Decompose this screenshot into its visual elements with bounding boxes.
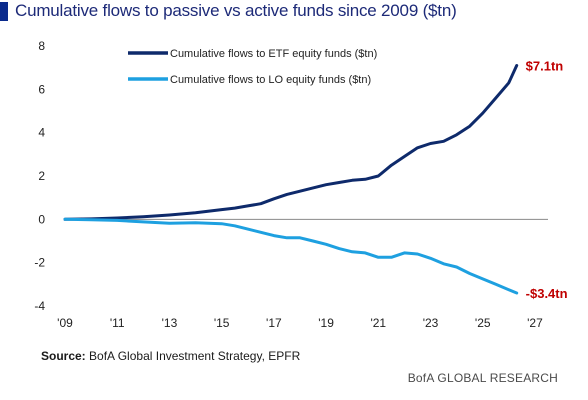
x-tick-label: '15 [214,316,230,330]
lo-series-line [63,217,519,295]
x-tick-label: '25 [475,316,491,330]
y-tick-label: 8 [38,39,45,53]
x-tick-label: '23 [423,316,439,330]
x-tick-label: '17 [266,316,282,330]
chart-title: Cumulative flows to passive vs active fu… [15,1,457,20]
x-tick-label: '09 [57,316,73,330]
x-tick-label: '19 [318,316,334,330]
etf-series-line [63,64,519,221]
line-chart: -4 -2 0 2 4 6 8 '09 '11 '13 '15 '17 '19 '21 '23 '25 '27 C… [34,39,568,330]
source-label: Source: [41,349,86,363]
source-text: BofA Global Investment Strategy, EPFR [89,349,301,363]
etf-end-annotation: $7.1tn [526,59,564,74]
y-tick-label: 4 [38,126,45,140]
x-tick-label: '13 [162,316,178,330]
legend-label-etf: Cumulative flows to ETF equity funds ($t… [170,48,377,60]
y-tick-label: 2 [38,169,45,183]
source-note: Source: BofA Global Investment Strategy,… [41,349,300,363]
y-tick-label: 0 [38,212,45,226]
x-tick-label: '21 [370,316,386,330]
x-tick-label: '27 [527,316,543,330]
brand-footer: BofA GLOBAL RESEARCH [407,371,558,385]
y-tick-label: 6 [38,82,45,96]
title-accent-bar [0,2,8,21]
y-tick-label: -2 [34,256,45,270]
legend-label-lo: Cumulative flows to LO equity funds ($tn… [170,74,371,86]
y-tick-label: -4 [34,299,45,313]
x-tick-label: '11 [110,316,125,330]
lo-end-annotation: -$3.4tn [526,286,568,301]
